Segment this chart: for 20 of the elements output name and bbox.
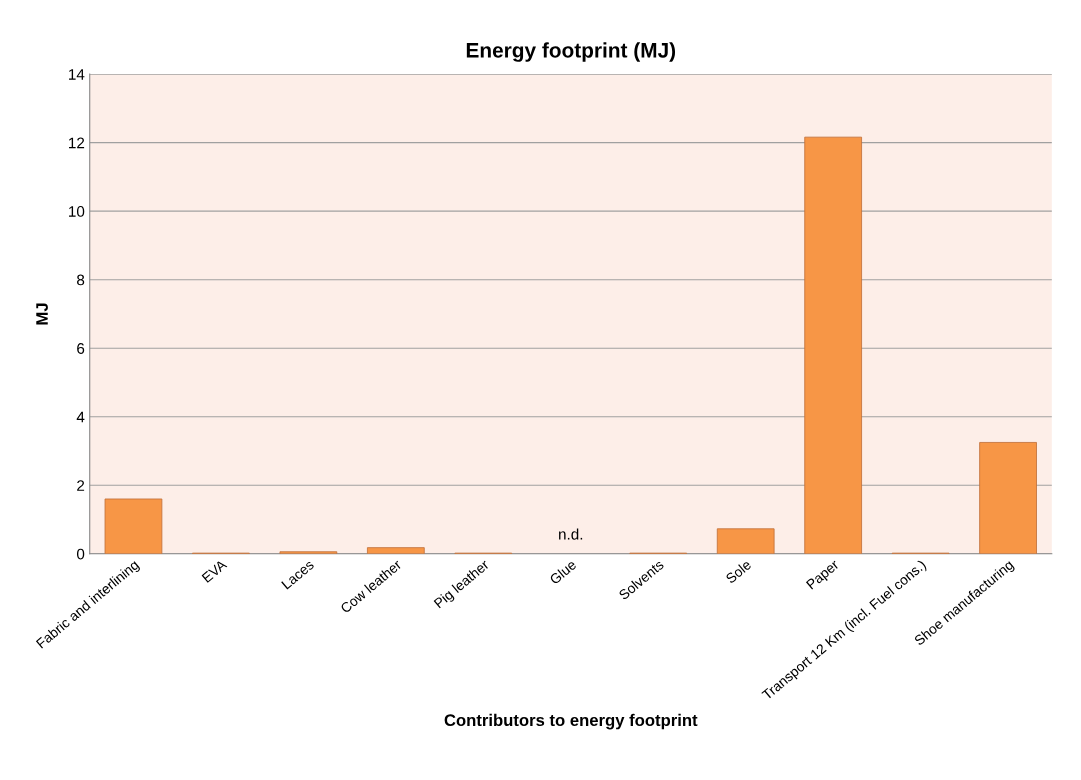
bar xyxy=(367,547,425,554)
bar xyxy=(979,442,1037,554)
y-axis-title: MJ xyxy=(36,303,48,325)
y-tick-label: 0 xyxy=(76,548,85,560)
x-tick-label: Glue xyxy=(548,559,577,585)
bar xyxy=(104,498,163,554)
bar xyxy=(716,528,775,554)
y-tick-label: 8 xyxy=(77,274,85,286)
chart-title: Energy footprint (MJ) xyxy=(466,42,676,62)
y-tick-label: 14 xyxy=(69,69,85,80)
y-tick-label: 10 xyxy=(69,206,85,217)
x-tick-label: Sole xyxy=(724,559,752,584)
y-tick-label: 6 xyxy=(77,343,85,354)
x-axis-title: Contributors to energy footprint xyxy=(444,713,698,730)
annotation: n.d. xyxy=(559,528,583,540)
y-tick-label: 2 xyxy=(77,480,85,491)
x-tick-label: EVA xyxy=(201,559,228,583)
y-tick-label: 12 xyxy=(69,137,85,149)
y-tick-label: 4 xyxy=(76,411,85,423)
bar xyxy=(804,136,862,554)
